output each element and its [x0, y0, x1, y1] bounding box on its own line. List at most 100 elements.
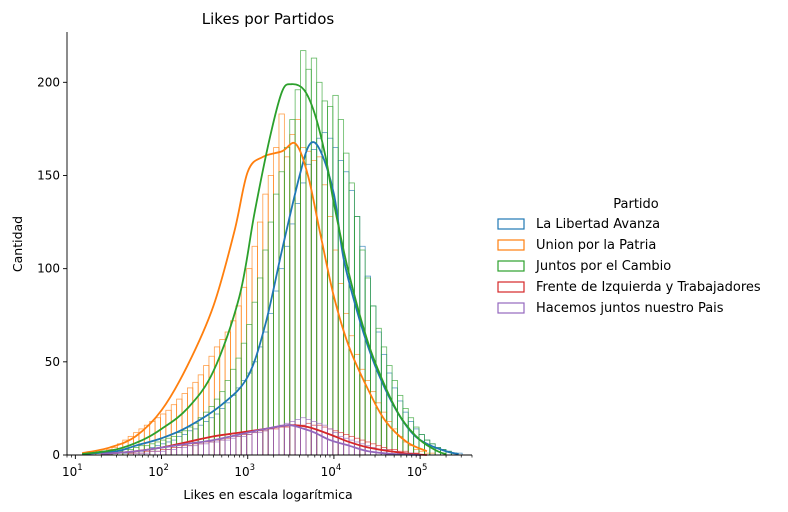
bar — [186, 445, 194, 456]
bar — [197, 417, 204, 456]
bar — [348, 189, 355, 456]
x-tick-exponent: 4 — [336, 463, 341, 473]
bar — [364, 275, 371, 456]
bar — [246, 434, 253, 456]
bar — [332, 94, 339, 456]
kde-curves — [81, 83, 459, 456]
bar — [300, 417, 307, 456]
bar — [165, 449, 172, 456]
bar — [246, 268, 253, 456]
legend-item-frente-de-izquierda-y-trabajadores: Frente de Izquierda y Trabajadores — [497, 280, 761, 295]
x-tick-exponent: 3 — [250, 463, 255, 473]
bar — [316, 156, 323, 456]
bar — [337, 283, 345, 456]
legend-item-hacemos-juntos-nuestro-pais: Hacemos juntos nuestro Pais — [497, 301, 724, 316]
bar — [246, 324, 253, 456]
bar — [327, 428, 334, 456]
bar — [380, 346, 388, 456]
bar — [165, 441, 172, 456]
bar — [294, 119, 301, 456]
bar — [267, 221, 274, 456]
bar — [251, 432, 258, 456]
bar — [165, 409, 172, 456]
bar — [353, 216, 361, 456]
y-tick-label: 100 — [37, 262, 60, 276]
legend-swatch — [497, 218, 525, 230]
bar — [413, 428, 420, 456]
bar — [370, 305, 377, 456]
bar — [294, 424, 301, 456]
legend-swatch — [497, 239, 525, 251]
bar — [235, 435, 242, 456]
bar — [289, 134, 296, 456]
legend-label: Hacemos juntos nuestro Pais — [536, 301, 724, 316]
bar — [289, 424, 296, 456]
bar — [267, 428, 274, 456]
bar — [332, 249, 339, 456]
bar — [353, 437, 361, 456]
bar — [321, 132, 328, 456]
bar — [267, 428, 274, 456]
bar — [289, 223, 296, 456]
bar — [230, 435, 237, 456]
y-axis-label: Cantidad — [10, 216, 25, 272]
bar — [283, 147, 291, 456]
bar — [160, 413, 167, 456]
bar — [327, 216, 334, 456]
bar — [230, 368, 237, 456]
x-tick-label: 102 — [148, 463, 169, 479]
bar — [375, 331, 382, 456]
x-tick-label: 104 — [321, 463, 342, 479]
y-axis-ticks: 0 50 100 150 200 — [37, 75, 67, 462]
bar — [294, 203, 301, 456]
legend-label: La Libertad Avanza — [536, 217, 660, 232]
bar — [418, 434, 425, 456]
legend-label: Union por la Patria — [536, 238, 656, 253]
legend: Partido La Libertad Avanza Union por la P… — [497, 197, 761, 316]
bar — [353, 216, 361, 456]
bar — [262, 249, 269, 456]
bar — [397, 394, 404, 456]
bar — [300, 182, 307, 456]
bar — [370, 305, 377, 456]
bar — [154, 450, 161, 456]
legend-swatch — [497, 281, 525, 293]
bar — [359, 245, 366, 456]
bar — [203, 411, 210, 456]
kde-juntos-por-el-cambio — [82, 83, 447, 455]
bar — [386, 372, 393, 456]
bar — [219, 408, 226, 456]
bar — [192, 445, 199, 456]
bar — [246, 372, 253, 456]
legend-swatch — [497, 260, 525, 272]
bar — [257, 430, 264, 456]
y-tick-label: 150 — [37, 168, 60, 182]
legend-label: Frente de Izquierda y Trabajadores — [536, 280, 761, 295]
bar — [337, 119, 345, 456]
bar — [235, 357, 242, 456]
bar — [160, 450, 167, 456]
bar — [224, 402, 231, 456]
bar — [407, 421, 415, 456]
bar — [230, 394, 237, 456]
legend-item-la-libertad-avanza: La Libertad Avanza — [497, 217, 660, 232]
chart-title: Likes por Partidos — [202, 10, 335, 28]
bar — [375, 327, 382, 456]
bar — [213, 413, 221, 456]
bar — [386, 365, 393, 456]
bar — [327, 428, 334, 456]
legend-label: Juntos por el Cambio — [535, 259, 671, 274]
bar — [278, 424, 285, 456]
legend-item-juntos-por-el-cambio: Juntos por el Cambio — [497, 259, 671, 274]
bar — [402, 411, 409, 456]
bar — [251, 432, 258, 456]
x-tick-exponent: 2 — [163, 463, 168, 473]
bar — [359, 439, 366, 456]
bar — [257, 432, 264, 456]
x-tick-exponent: 1 — [77, 463, 82, 473]
bar — [267, 312, 274, 456]
bar — [321, 184, 328, 456]
bar — [407, 417, 415, 456]
bar — [235, 387, 242, 456]
x-axis-label: Likes en escala logarítmica — [183, 487, 352, 502]
